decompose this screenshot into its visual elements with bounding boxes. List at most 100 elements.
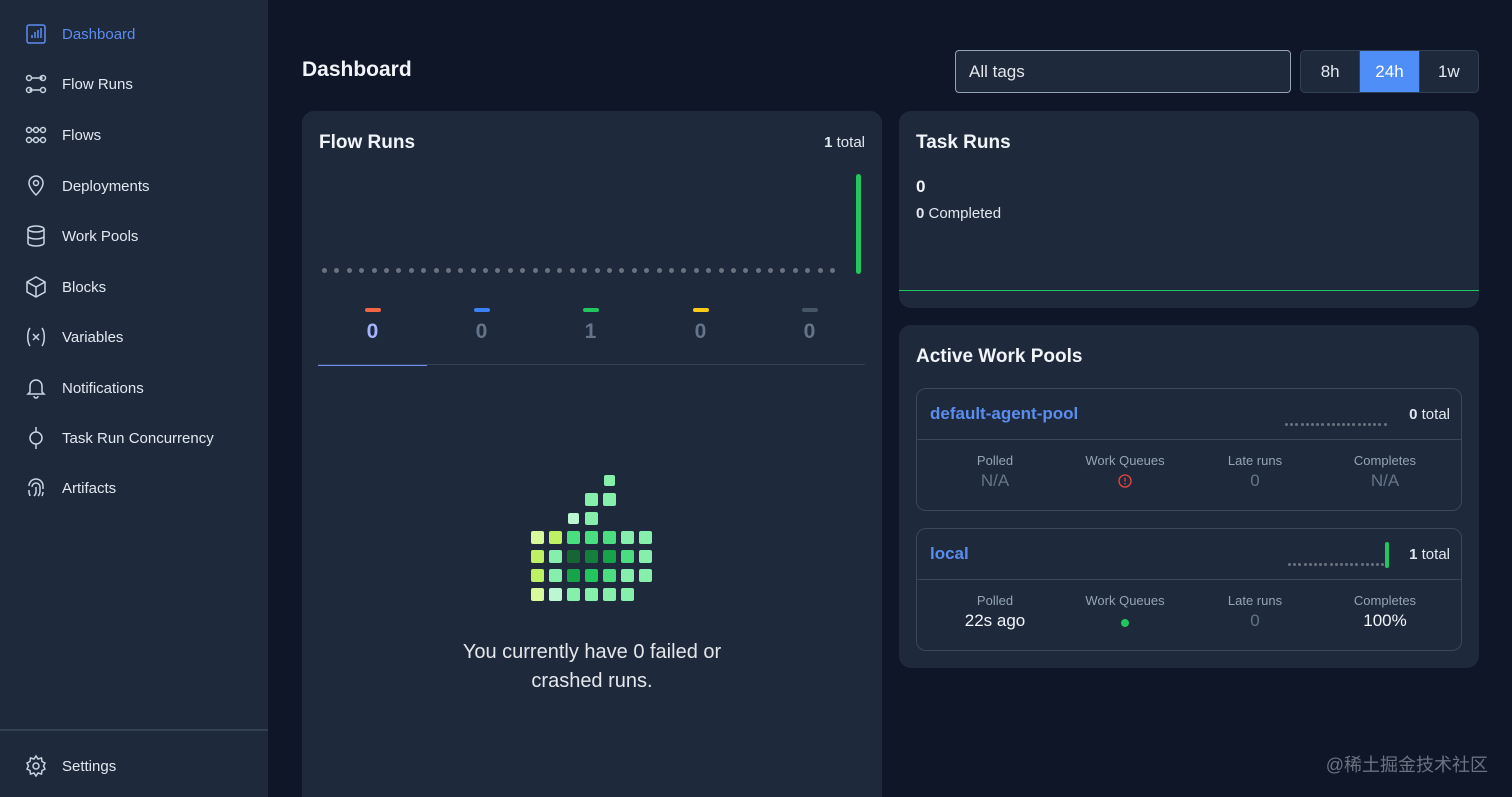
histogram-dot [1339, 563, 1343, 566]
empty-state-illustration-icon [531, 475, 652, 601]
histogram-dot [1321, 423, 1325, 426]
state-tab-scheduled[interactable]: 0 [646, 306, 755, 366]
illustration-block [639, 569, 652, 582]
histogram-dot [755, 268, 761, 273]
range-1w-button[interactable]: 1w [1437, 61, 1460, 81]
state-count: 1 [584, 320, 597, 343]
histogram-dot [557, 268, 563, 273]
histogram-dot [1295, 423, 1299, 426]
range-8h-button[interactable]: 8h [1301, 51, 1361, 92]
histogram-dot [408, 268, 414, 273]
illustration-block [568, 513, 579, 524]
illustration-block [585, 588, 598, 601]
illustration-block [549, 588, 562, 601]
tabs-divider [318, 364, 865, 365]
histogram-dot [346, 268, 352, 273]
work-pool-default-agent-pool: default-agent-pool 0 total Polled N/A Wo… [916, 388, 1462, 511]
histogram-dot [1350, 563, 1354, 566]
sidebar-item-work-pools[interactable]: Work Pools [0, 216, 268, 256]
stat-label: Polled [976, 593, 1014, 608]
histogram-dot [1326, 423, 1330, 426]
histogram-dot [1357, 423, 1361, 426]
sidebar-item-artifacts[interactable]: Artifacts [0, 468, 268, 508]
histogram-dot [1368, 423, 1371, 426]
illustration-block [621, 569, 634, 582]
histogram-dot [1383, 423, 1387, 426]
sidebar-item-blocks[interactable]: Blocks [0, 267, 268, 307]
state-tab-running[interactable]: 0 [427, 306, 536, 366]
histogram-dot [1300, 423, 1304, 426]
histogram-dot [1329, 563, 1333, 566]
state-tab-failed[interactable]: 0 [318, 306, 427, 366]
tags-filter-input[interactable] [955, 50, 1291, 93]
flows-icon [24, 123, 48, 147]
illustration-block [603, 493, 616, 506]
histogram-dot [532, 268, 538, 273]
histogram-dot [619, 268, 625, 273]
sidebar-item-label: Notifications [62, 379, 144, 397]
histogram-dot [1316, 423, 1320, 426]
histogram-dot [1342, 423, 1346, 426]
histogram-dot [805, 268, 811, 273]
histogram-dot [322, 268, 327, 273]
histogram-dot [1324, 563, 1328, 566]
sidebar-item-flows[interactable]: Flows [0, 115, 268, 155]
sidebar-item-label: Deployments [62, 177, 150, 195]
histogram-dot [1345, 563, 1349, 566]
range-24h-button[interactable]: 24h [1360, 51, 1420, 92]
work-pool-separator [917, 439, 1461, 440]
task-runs-completed: 0 Completed [916, 205, 1001, 222]
sidebar-item-label: Blocks [62, 278, 107, 296]
work-pool-polled: Polled N/A [930, 453, 1060, 491]
flow-runs-card: Flow Runs 1 total 0 0 1 0 0 You currentl… [302, 111, 882, 797]
work-pool-late-runs: Late runs 0 [1190, 593, 1320, 631]
work-pool-total: 0 total [1409, 406, 1450, 423]
sidebar-item-variables[interactable]: Variables [0, 317, 268, 357]
histogram-dot [569, 268, 575, 273]
state-tab-completed[interactable]: 1 [536, 306, 645, 366]
histogram-dot [606, 268, 612, 273]
illustration-block [603, 531, 616, 544]
sidebar-item-label: Artifacts [62, 479, 117, 497]
flow-runs-histogram-bar[interactable] [856, 174, 861, 274]
histogram-dot [1360, 563, 1364, 566]
histogram-dot [445, 268, 451, 273]
database-icon [24, 224, 48, 248]
work-pool-histogram [1288, 563, 1385, 566]
work-pool-name-link[interactable]: local [930, 544, 969, 563]
histogram-dot [470, 268, 476, 273]
sidebar-item-label: Variables [62, 328, 124, 346]
sidebar: Dashboard Flow Runs Flows Deployments Wo… [0, 0, 268, 797]
histogram-dot [545, 268, 551, 273]
illustration-block [567, 531, 580, 544]
work-pool-total-suffix: total [1417, 406, 1450, 423]
illustration-block [531, 569, 544, 582]
stat-label: Work Queues [1085, 453, 1165, 468]
sidebar-item-deployments[interactable]: Deployments [0, 166, 268, 206]
stat-value: N/A [980, 471, 1010, 490]
sidebar-item-settings[interactable]: Settings [0, 746, 268, 786]
histogram-dot [1376, 563, 1380, 566]
histogram-dot [656, 268, 662, 273]
work-pool-name-link[interactable]: default-agent-pool [930, 404, 1079, 423]
sidebar-item-flow-runs[interactable]: Flow Runs [0, 64, 268, 104]
sidebar-item-task-run-concurrency[interactable]: Task Run Concurrency [0, 418, 268, 458]
work-pool-histogram [1285, 423, 1387, 426]
state-tab-cancelled[interactable]: 0 [755, 306, 864, 366]
illustration-block [567, 569, 580, 582]
task-runs-title: Task Runs [916, 132, 1011, 153]
histogram-dot [730, 268, 736, 273]
illustration-block [531, 550, 544, 563]
stat-value: 0 [1250, 611, 1260, 630]
work-pool-completes: Completes N/A [1320, 453, 1450, 491]
illustration-block [585, 569, 598, 582]
histogram-dot [1303, 563, 1307, 566]
illustration-block [604, 475, 615, 486]
sidebar-item-dashboard[interactable]: Dashboard [0, 14, 268, 54]
illustration-block [603, 550, 616, 563]
illustration-block [621, 550, 634, 563]
sidebar-item-label: Flows [62, 126, 102, 144]
empty-state-message: You currently have 0 failed or crashed r… [462, 641, 722, 692]
histogram-dot [1355, 563, 1359, 566]
sidebar-item-notifications[interactable]: Notifications [0, 368, 268, 408]
